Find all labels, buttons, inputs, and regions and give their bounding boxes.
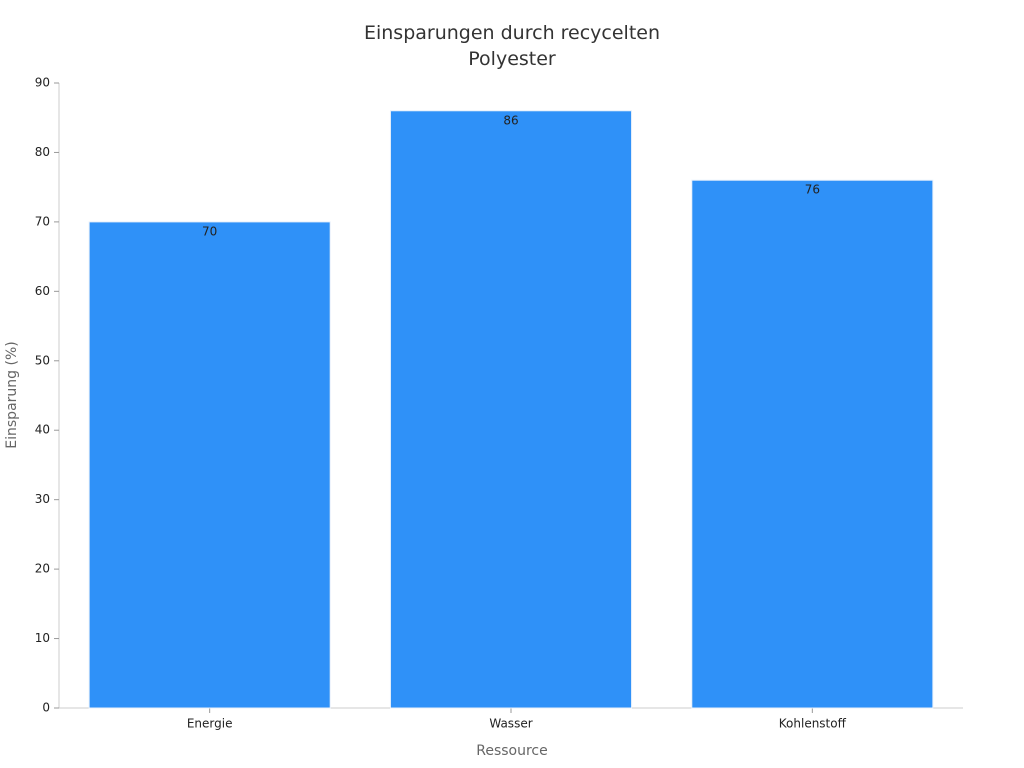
y-tick-label: 70 (35, 214, 50, 228)
y-tick-label: 60 (35, 284, 50, 298)
y-tick-label: 10 (35, 631, 50, 645)
bar (691, 179, 934, 709)
chart-title: Einsparungen durch recycelten Polyester (363, 22, 661, 70)
data-label: 70 (202, 224, 217, 238)
y-tick-label: 50 (35, 353, 50, 367)
x-tick-label: Energie (187, 717, 233, 731)
y-tick-label: 90 (35, 76, 50, 90)
x-tick-label: Kohlenstoff (779, 717, 847, 731)
bar (389, 110, 633, 709)
y-tick-label: 30 (35, 492, 50, 506)
y-tick-label: 80 (35, 145, 50, 159)
y-tick-label: 40 (35, 423, 50, 437)
x-axis-title: Ressource (476, 743, 548, 759)
data-label: 86 (503, 113, 518, 127)
data-label: 76 (805, 183, 820, 197)
x-tick-label: Wasser (489, 717, 532, 731)
bar (88, 221, 331, 709)
y-tick-label: 20 (35, 562, 50, 576)
y-axis-title: Einsparung (%) (4, 341, 20, 448)
y-tick-label: 0 (42, 701, 50, 715)
